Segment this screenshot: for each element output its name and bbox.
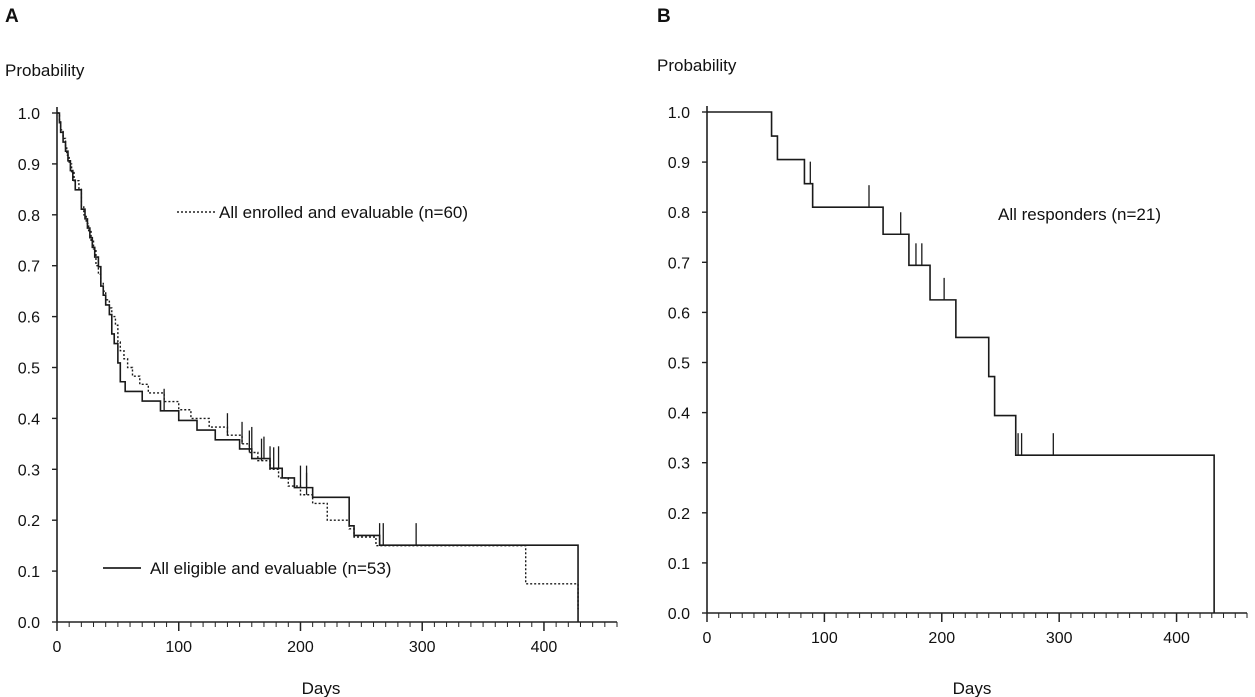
panel-letter-a: A	[5, 6, 19, 27]
x-tick-label: 400	[1163, 630, 1190, 647]
km-curve-a-0	[57, 112, 579, 610]
x-tick-label: 0	[703, 630, 712, 647]
x-tick-label: 100	[811, 630, 838, 647]
y-axis-label-b: Probability	[657, 56, 737, 75]
y-tick-label: 0.8	[18, 208, 40, 225]
y-tick-label: 0.6	[668, 305, 690, 322]
km-curve-b-0	[707, 111, 1215, 613]
y-tick-label: 0.6	[18, 310, 40, 327]
x-tick-label: 300	[409, 639, 436, 656]
panel-b: B Probability Days 0 100 200 300 400 0.0 0.1 0.…	[657, 6, 1248, 697]
y-tick-label: 0.7	[18, 259, 40, 276]
x-tick-label: 400	[531, 639, 558, 656]
y-tick-label: 0.4	[18, 411, 40, 428]
y-tick-label: 0.3	[18, 462, 40, 479]
x-tick-label: 100	[165, 639, 192, 656]
y-tick-label: 0.9	[668, 155, 690, 172]
curves-b	[707, 111, 1215, 613]
curves-a	[57, 112, 579, 622]
legend-label-responders: All responders (n=21)	[998, 205, 1161, 224]
y-tick-label: 1.0	[18, 106, 40, 123]
x-tick-label: 0	[53, 639, 62, 656]
x-axis-label-b: Days	[953, 679, 992, 697]
axes-a: 0 100 200 300 400 0.0 0.1 0.2 0.3 0.4 0.5 0.6 0.7 0.8…	[18, 106, 618, 656]
y-tick-label: 0.3	[668, 456, 690, 473]
axes-b: 0 100 200 300 400 0.0 0.1 0.2 0.3 0.4 0.5 0.6 0.7 0.8…	[668, 105, 1248, 647]
x-tick-label: 300	[1046, 630, 1073, 647]
x-axis-label-a: Days	[302, 679, 341, 697]
legend-label-enrolled: All enrolled and evaluable (n=60)	[219, 203, 468, 222]
y-tick-label: 0.5	[18, 361, 40, 378]
y-tick-label: 0.4	[668, 406, 690, 423]
panel-a: A Probability Days 0 100 200 300 400 0.0 0.1 0.…	[5, 6, 618, 697]
x-tick-label: 200	[928, 630, 955, 647]
legend-a: All enrolled and evaluable (n=60) All el…	[103, 203, 468, 578]
y-tick-label: 0.2	[18, 513, 40, 530]
y-tick-label: 0.7	[668, 255, 690, 272]
y-tick-label: 0.0	[18, 615, 40, 632]
km-curve-a-1	[57, 112, 579, 622]
y-tick-label: 0.9	[18, 157, 40, 174]
legend-label-eligible: All eligible and evaluable (n=53)	[150, 559, 391, 578]
y-tick-label: 0.2	[668, 506, 690, 523]
legend-b: All responders (n=21)	[998, 205, 1161, 224]
y-tick-label: 0.1	[668, 556, 690, 573]
y-axis-label-a: Probability	[5, 61, 85, 80]
y-tick-label: 1.0	[668, 105, 690, 122]
y-tick-label: 0.5	[668, 356, 690, 373]
x-tick-label: 200	[287, 639, 314, 656]
y-tick-label: 0.8	[668, 205, 690, 222]
y-tick-label: 0.0	[668, 606, 690, 623]
panel-letter-b: B	[657, 6, 671, 27]
y-tick-label: 0.1	[18, 564, 40, 581]
